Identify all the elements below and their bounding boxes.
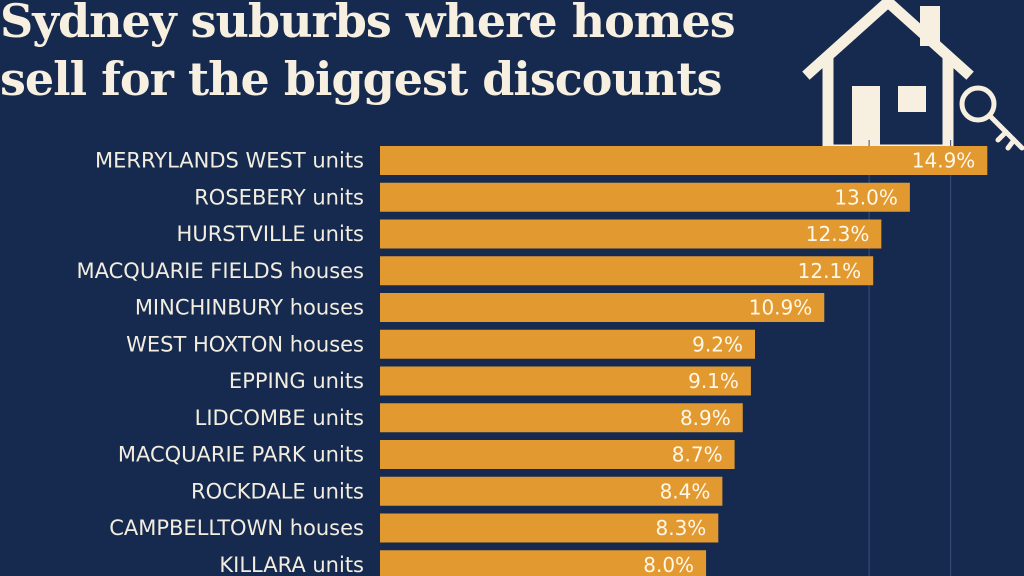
category-label-8: MACQUARIE PARK units xyxy=(118,443,364,467)
value-label-11: 8.0% xyxy=(643,553,694,576)
bar-6 xyxy=(380,366,751,396)
value-label-1: 13.0% xyxy=(834,185,898,209)
bar-0 xyxy=(380,146,988,175)
category-label-4: MINCHINBURY houses xyxy=(135,296,364,320)
title-line-1: Sydney suburbs where homes xyxy=(0,0,736,48)
bar-2 xyxy=(380,219,882,249)
category-label-0: MERRYLANDS WEST units xyxy=(95,149,364,173)
value-label-8: 8.7% xyxy=(672,443,723,467)
bar-3 xyxy=(380,256,874,286)
category-label-6: EPPING units xyxy=(229,369,364,393)
category-label-1: ROSEBERY units xyxy=(194,185,364,209)
value-label-2: 12.3% xyxy=(806,222,870,246)
value-label-7: 8.9% xyxy=(680,406,731,430)
value-label-5: 9.2% xyxy=(692,332,743,356)
bar-10 xyxy=(380,513,719,543)
bar-11 xyxy=(380,550,707,576)
title-line-2: sell for the biggest discounts xyxy=(0,52,722,106)
category-label-2: HURSTVILLE units xyxy=(177,222,364,246)
bar-1 xyxy=(380,182,910,212)
house-icon xyxy=(802,0,1024,156)
category-label-7: LIDCOMBE units xyxy=(195,406,364,430)
bar-9 xyxy=(380,476,723,506)
value-label-0: 14.9% xyxy=(912,149,976,173)
bar-5 xyxy=(380,329,755,359)
category-label-3: MACQUARIE FIELDS houses xyxy=(77,259,364,283)
value-label-4: 10.9% xyxy=(749,296,813,320)
chart-title: Sydney suburbs where homes sell for the … xyxy=(0,0,736,108)
bar-4 xyxy=(380,293,825,322)
value-label-10: 8.3% xyxy=(655,516,706,540)
bar-8 xyxy=(380,440,735,469)
value-label-9: 8.4% xyxy=(660,479,711,503)
value-label-3: 12.1% xyxy=(798,259,862,283)
category-label-10: CAMPBELLTOWN houses xyxy=(109,516,364,540)
key-icon xyxy=(959,85,1024,151)
bar-7 xyxy=(380,403,743,433)
category-label-9: ROCKDALE units xyxy=(191,479,364,503)
value-label-6: 9.1% xyxy=(688,369,739,393)
category-label-11: KILLARA units xyxy=(219,553,364,576)
category-label-5: WEST HOXTON houses xyxy=(126,332,364,356)
